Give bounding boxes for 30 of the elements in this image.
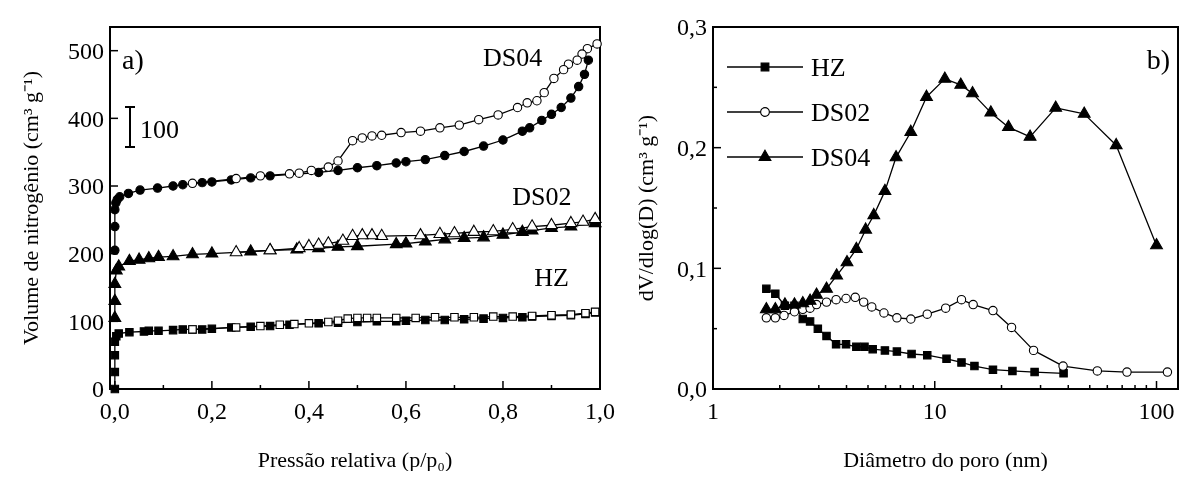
y-tick-label: 100 [68,308,104,335]
annotation: HZ [534,263,569,293]
y-tick-label: 0,1 [677,255,707,282]
x-axis-title: Diâmetro do poro (nm) [843,447,1048,472]
y-tick-label: 200 [68,241,104,268]
annotation: b) [1146,44,1170,75]
y-tick-label: 0,3 [677,14,707,41]
y-tick-label: 500 [68,38,104,65]
y-axis-title: dV/dlog(D) (cm³ g⁻¹) [633,114,658,302]
x-tick-label: 100 [1138,398,1175,424]
x-tick-label: 0,8 [487,398,518,424]
y-axis-title: Volume de nitrogênio (cm³ g⁻¹) [18,71,43,345]
y-tick-label: 0,0 [677,376,707,403]
annotation: DS02 [512,181,572,211]
x-tick-label: 0,6 [390,398,421,424]
annotation: 100 [140,115,179,144]
x-tick-label: 0,2 [196,398,227,424]
y-tick-label: 300 [68,173,104,200]
y-tick-label: 400 [68,105,104,132]
legend-label: DS04 [811,143,871,173]
annotation: a) [122,44,144,75]
x-axis-title: Pressão relativa (p/p₀) [257,447,453,472]
legend-label: DS02 [811,98,871,128]
x-tick-label: 1 [707,398,719,424]
y-tick-label: 0,2 [677,135,707,162]
x-tick-label: 1,0 [585,398,615,424]
legend-label: HZ [811,53,846,83]
x-tick-label: 10 [922,398,947,424]
x-tick-label: 0,4 [293,398,324,424]
annotation: DS04 [483,42,543,72]
